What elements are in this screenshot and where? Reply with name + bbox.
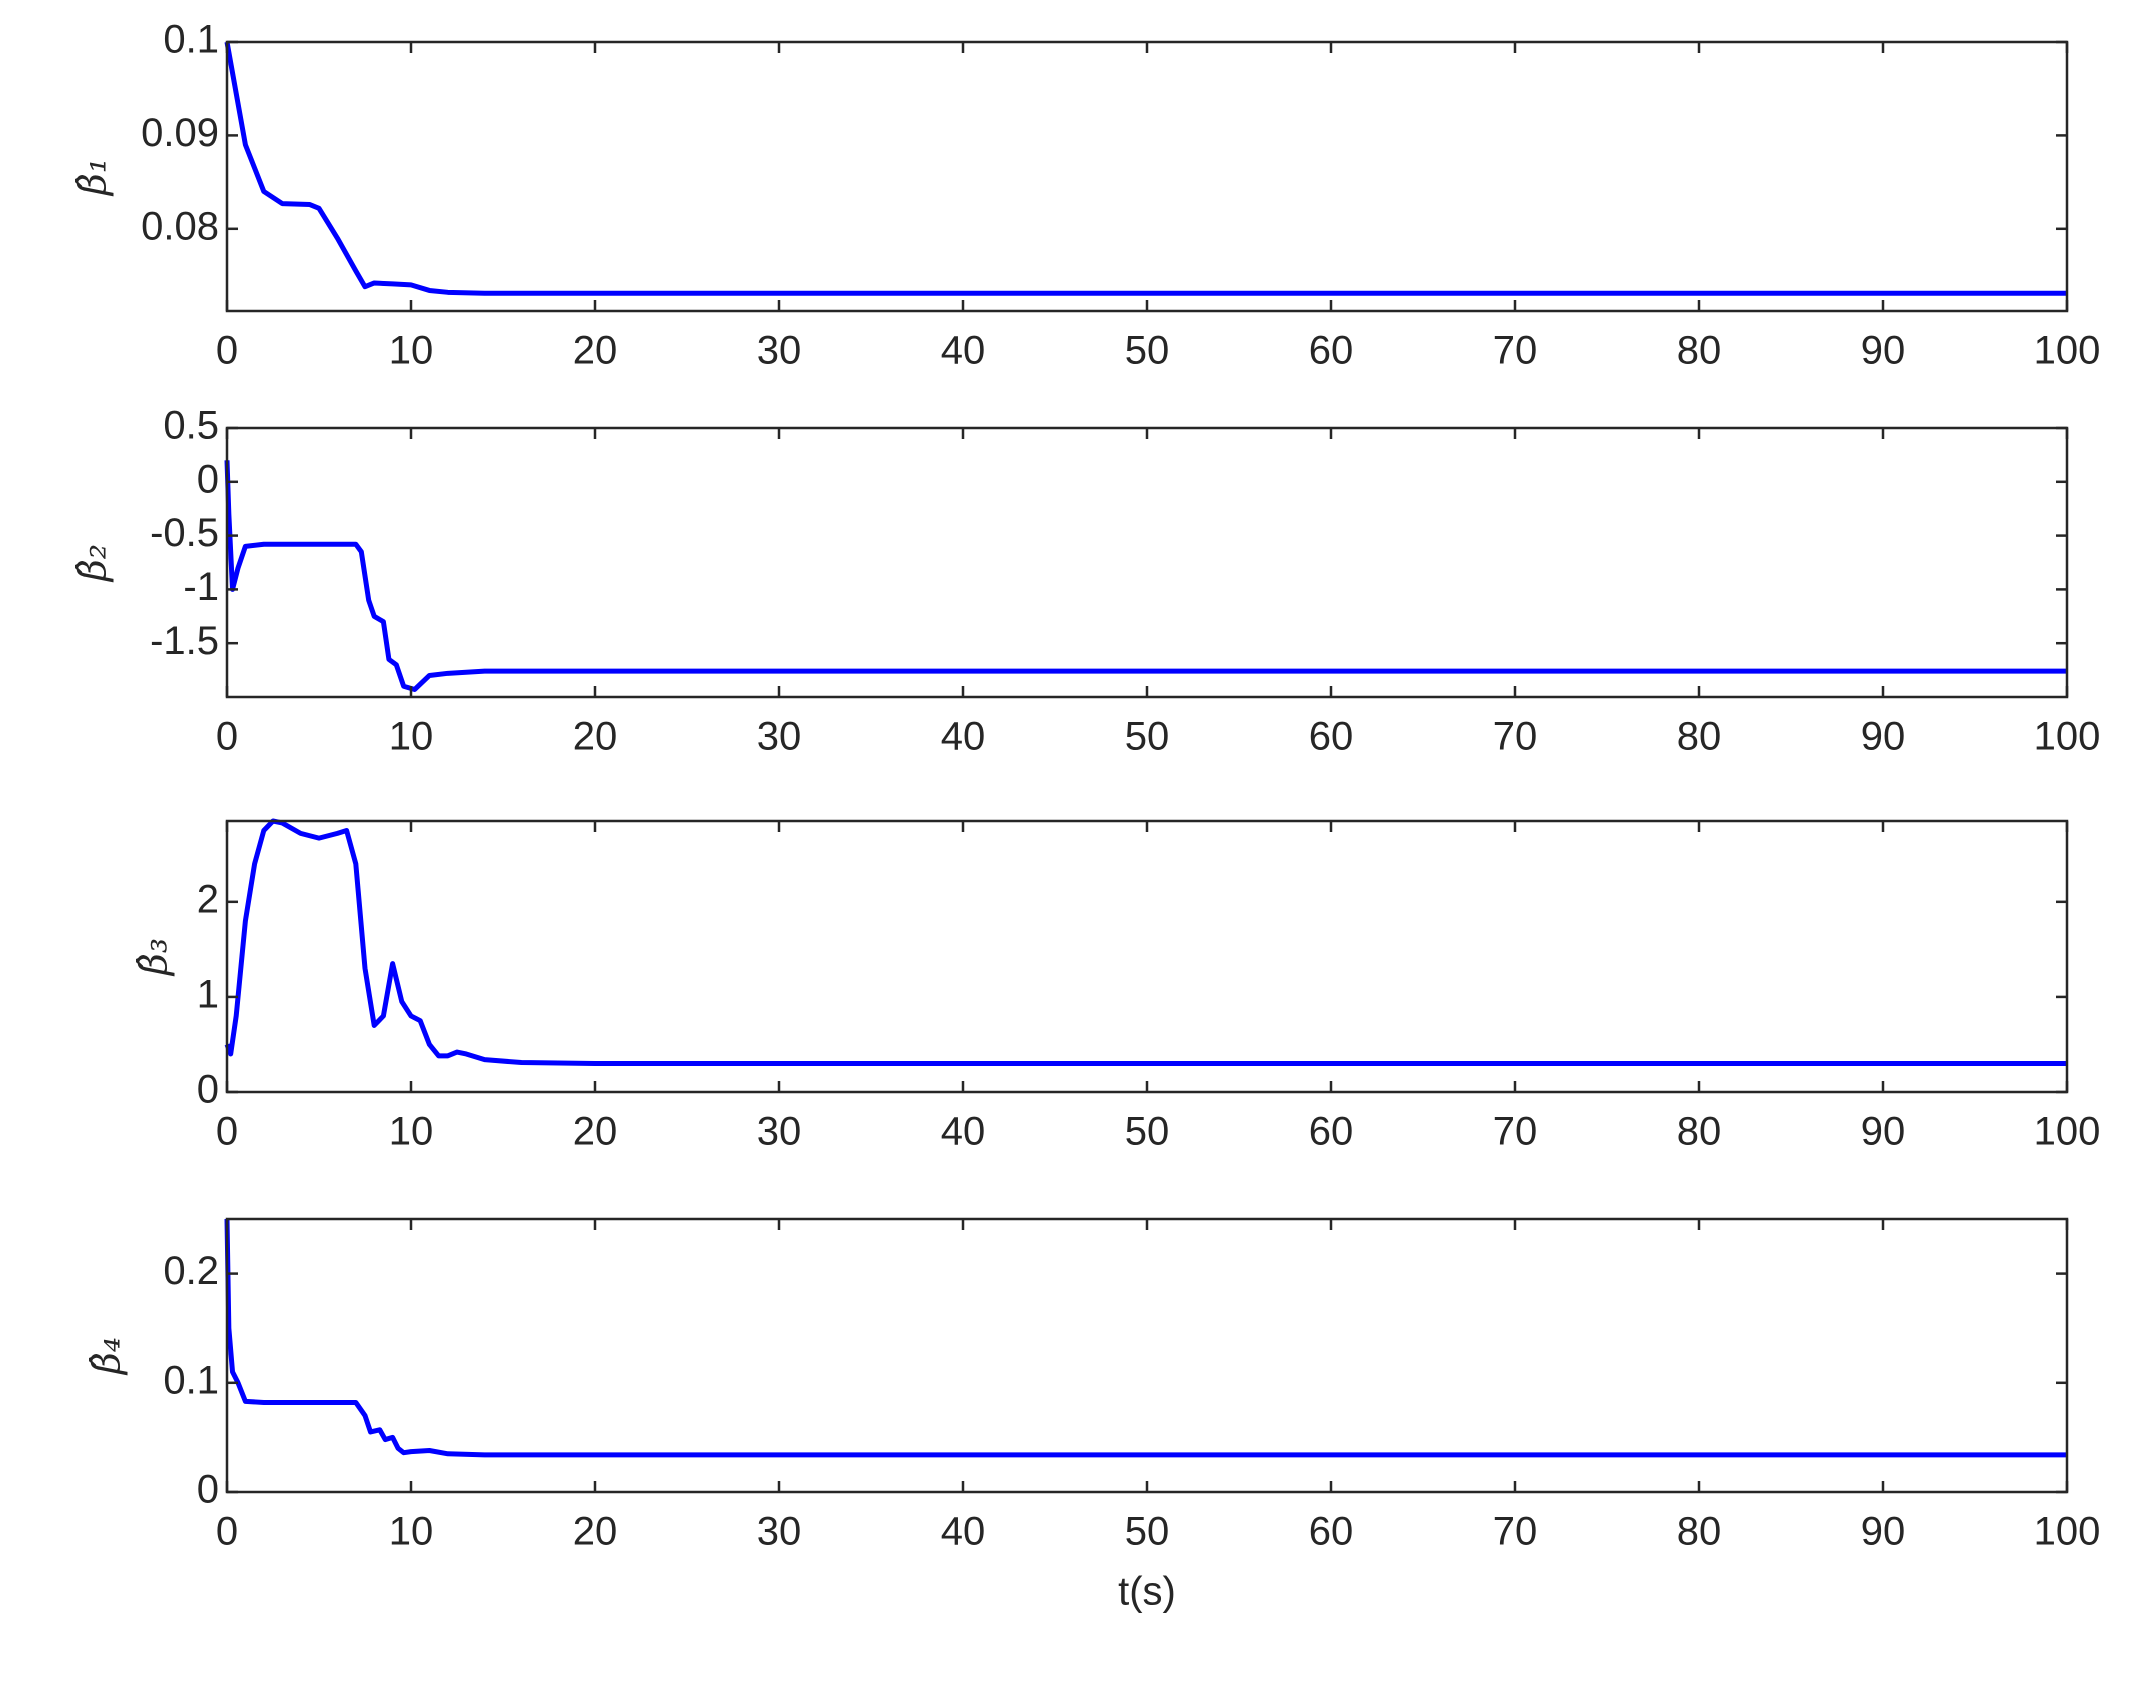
y-tick-label: 0 [197,457,219,501]
x-tick-label: 60 [1309,329,1354,373]
x-tick-label: 50 [1125,329,1170,373]
x-tick-label: 50 [1125,1510,1170,1554]
y-tick-label: 1 [197,972,219,1016]
x-tick-label: 20 [573,1110,618,1154]
x-tick-label: 20 [573,715,618,759]
y-tick-label: -0.5 [150,511,219,555]
y-axis-label: β̂₄ [85,1337,129,1376]
data-line [224,460,2067,692]
y-tick-label: 0 [197,1068,219,1112]
x-tick-label: 40 [941,329,986,373]
data-line [224,1218,2067,1458]
x-tick-label: 30 [757,1110,802,1154]
x-tick-label: 90 [1861,1510,1906,1554]
data-line [224,818,2067,1066]
data-line [224,41,2067,296]
x-tick-label: 10 [389,1510,434,1554]
x-tick-label: 80 [1677,1110,1722,1154]
y-tick-label: 0.1 [163,18,219,62]
y-tick-label: 2 [197,877,219,921]
y-tick-label: 0.2 [163,1249,219,1293]
y-tick-label: -1 [183,565,219,609]
x-tick-label: 0 [216,1110,238,1154]
plot-area [227,42,2067,311]
x-tick-label: 80 [1677,1510,1722,1554]
y-tick-label: 0.08 [141,204,219,248]
x-tick-label: 20 [573,1510,618,1554]
x-tick-label: 70 [1493,1110,1538,1154]
plot-area [227,428,2067,697]
x-tick-label: 80 [1677,329,1722,373]
x-tick-label: 70 [1493,329,1538,373]
x-tick-label: 100 [2034,1110,2101,1154]
x-tick-label: 60 [1309,1110,1354,1154]
x-tick-label: 20 [573,329,618,373]
y-tick-label: -1.5 [150,619,219,663]
x-tick-label: 10 [389,1110,434,1154]
y-axis-label: β̂₁ [71,158,115,197]
x-tick-label: 30 [757,329,802,373]
plot-area [227,1219,2067,1492]
x-tick-label: 50 [1125,715,1170,759]
x-tick-label: 70 [1493,1510,1538,1554]
y-tick-label: 0.09 [141,111,219,155]
x-tick-label: 50 [1125,1110,1170,1154]
x-tick-label: 30 [757,715,802,759]
x-tick-label: 100 [2034,329,2101,373]
plot-area [227,821,2067,1092]
x-tick-label: 40 [941,715,986,759]
y-tick-label: 0 [197,1468,219,1512]
y-tick-label: 0.5 [163,404,219,448]
x-tick-label: 100 [2034,1510,2101,1554]
x-tick-label: 10 [389,715,434,759]
x-tick-label: 70 [1493,715,1538,759]
x-tick-label: 90 [1861,1110,1906,1154]
x-tick-label: 90 [1861,329,1906,373]
x-tick-label: 80 [1677,715,1722,759]
x-tick-label: 0 [216,1510,238,1554]
x-tick-label: 60 [1309,1510,1354,1554]
x-tick-label: 0 [216,329,238,373]
x-axis-label: t(s) [1118,1570,1176,1614]
x-tick-label: 40 [941,1510,986,1554]
y-tick-label: 0.1 [163,1358,219,1402]
y-axis-label: β̂₂ [71,544,115,583]
x-tick-label: 90 [1861,715,1906,759]
x-tick-label: 10 [389,329,434,373]
x-tick-label: 60 [1309,715,1354,759]
x-tick-label: 100 [2034,715,2101,759]
x-tick-label: 0 [216,715,238,759]
x-tick-label: 40 [941,1110,986,1154]
y-axis-label: β̂₃ [132,938,176,977]
x-tick-label: 30 [757,1510,802,1554]
